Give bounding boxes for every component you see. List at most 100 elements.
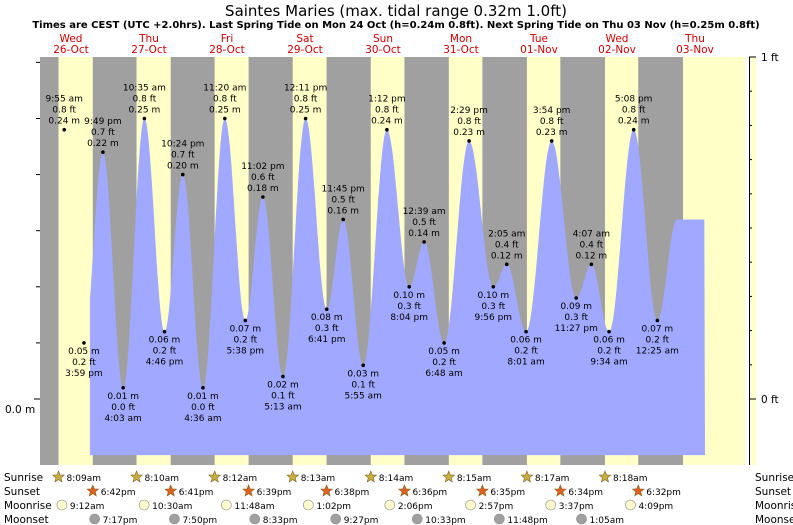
extreme-label: 5:08 pm (615, 95, 653, 105)
sunset-time: 6:36pm (412, 488, 447, 498)
sunset-row-label-right: Sunset (755, 486, 791, 498)
extreme-label: 0.8 ft (52, 106, 76, 116)
sunset-icon (86, 484, 100, 497)
extreme-label: 0.25 m (209, 105, 241, 115)
extreme-label: 5:38 pm (227, 346, 265, 356)
extreme-label: 10:35 am (123, 83, 166, 93)
extreme-label: 0.1 ft (271, 392, 295, 402)
sunrise-time: 8:09am (66, 474, 101, 484)
extreme-label: 0.23 m (536, 128, 568, 138)
sunrise-icon (598, 470, 612, 483)
extreme-label: 5:55 am (345, 391, 382, 401)
moonrise-icon (56, 499, 68, 511)
extreme-label: 0.02 m (267, 381, 299, 391)
extreme-label: 2:29 pm (450, 106, 488, 116)
day-weekday: Fri (221, 33, 234, 45)
extreme-label: 0.20 m (167, 162, 199, 172)
sunset-time: 6:39pm (257, 488, 292, 498)
moonrise-time: 3:37pm (559, 502, 594, 512)
moonset-icon (249, 513, 261, 525)
extreme-label: 9:56 pm (475, 313, 513, 323)
low-tide-point (324, 307, 329, 312)
extreme-label: 0.8 ft (213, 94, 237, 104)
moonset-icon (411, 513, 423, 525)
extreme-label: 0.2 ft (153, 347, 177, 357)
extreme-label: 0.10 m (393, 291, 425, 301)
low-tide-point (491, 284, 496, 289)
low-tide-point (162, 329, 167, 334)
high-tide-point (631, 127, 636, 132)
extreme-label: 10:24 pm (161, 140, 204, 150)
extreme-label: 0.12 m (576, 251, 608, 261)
extreme-label: 9:55 am (46, 95, 83, 105)
day-weekday: Tue (529, 33, 548, 45)
high-tide-point (303, 116, 308, 121)
extreme-label: 0.22 m (87, 139, 119, 149)
extreme-label: 0.16 m (327, 206, 359, 216)
moonrise-time: 1:02pm (316, 502, 351, 512)
sunrise-icon (286, 470, 300, 483)
moonrise-icon (221, 499, 232, 511)
extreme-label: 3:59 pm (65, 369, 103, 379)
extreme-label: 12:11 pm (284, 83, 327, 93)
day-headers: Wed26-OctThu27-OctFri28-OctSat29-OctSun3… (53, 33, 714, 56)
extreme-label: 0.3 ft (315, 324, 339, 334)
extreme-label: 0.09 m (560, 302, 592, 312)
extreme-label: 0.6 ft (251, 173, 275, 183)
extreme-label: 0.07 m (229, 324, 261, 334)
extreme-label: 0.2 ft (233, 335, 257, 345)
extreme-label: 0.01 m (107, 392, 139, 402)
moonset-time: 10:33pm (425, 516, 465, 525)
sunset-icon (397, 484, 411, 497)
sunrise-icon (208, 470, 222, 483)
moonset-time: 1:05am (590, 516, 625, 525)
moonset-row-label-right: Moonset (755, 514, 793, 525)
extreme-label: 0.0 ft (191, 403, 215, 413)
sunset-icon (242, 484, 256, 497)
extreme-label: 2:05 am (488, 229, 525, 239)
sunrise-time: 8:14am (379, 474, 414, 484)
chart-subtitle: Times are CEST (UTC +2.0hrs). Last Sprin… (32, 20, 759, 31)
moonrise-time: 11:48am (234, 502, 274, 512)
extreme-label: 0.18 m (247, 184, 279, 194)
low-tide-point (655, 318, 660, 323)
extreme-label: 0.07 m (642, 324, 674, 334)
axes: 0 ft 1 ft 0.0 m (5, 52, 779, 465)
extreme-label: 11:27 pm (555, 324, 598, 334)
extreme-label: 0.7 ft (171, 151, 195, 161)
extreme-label: 6:48 am (425, 369, 462, 379)
extreme-label: 0.7 ft (91, 128, 115, 138)
sunrise-time: 8:18am (613, 474, 648, 484)
sunset-icon (320, 484, 334, 497)
low-tide-point (574, 296, 579, 300)
extreme-label: 0.8 ft (294, 94, 318, 104)
sunset-icon (164, 484, 178, 497)
low-tide-point (361, 363, 366, 368)
sunrise-time: 8:13am (301, 474, 336, 484)
high-tide-point (589, 262, 594, 267)
extreme-label: 0.2 ft (72, 358, 96, 368)
extreme-label: 0.8 ft (375, 106, 399, 116)
sunset-time: 6:34pm (568, 488, 603, 498)
high-tide-point (261, 195, 265, 199)
sunset-icon (475, 484, 489, 497)
extreme-label: 0.24 m (618, 117, 650, 127)
moonrise-time: 2:06pm (398, 502, 433, 512)
extreme-label: 0.14 m (408, 229, 440, 239)
moonrise-icon (303, 499, 314, 511)
extreme-label: 0.25 m (290, 105, 322, 115)
extreme-label: 11:45 pm (322, 184, 365, 194)
low-tide-point (82, 341, 86, 345)
moonset-time: 7:17pm (103, 516, 138, 525)
extreme-label: 0.24 m (371, 117, 403, 127)
extreme-label: 0.5 ft (412, 218, 436, 228)
chart-title: Saintes Maries (max. tidal range 0.32m 1… (225, 2, 567, 20)
extreme-label: 11:02 pm (241, 162, 284, 172)
high-tide-point (504, 262, 509, 267)
left-axis-label: 0.0 m (5, 404, 35, 416)
sunrise-icon (520, 470, 534, 483)
right-axis-label: 0 ft (761, 394, 779, 406)
sunrise-icon (442, 470, 456, 483)
moonset-icon (89, 513, 100, 525)
